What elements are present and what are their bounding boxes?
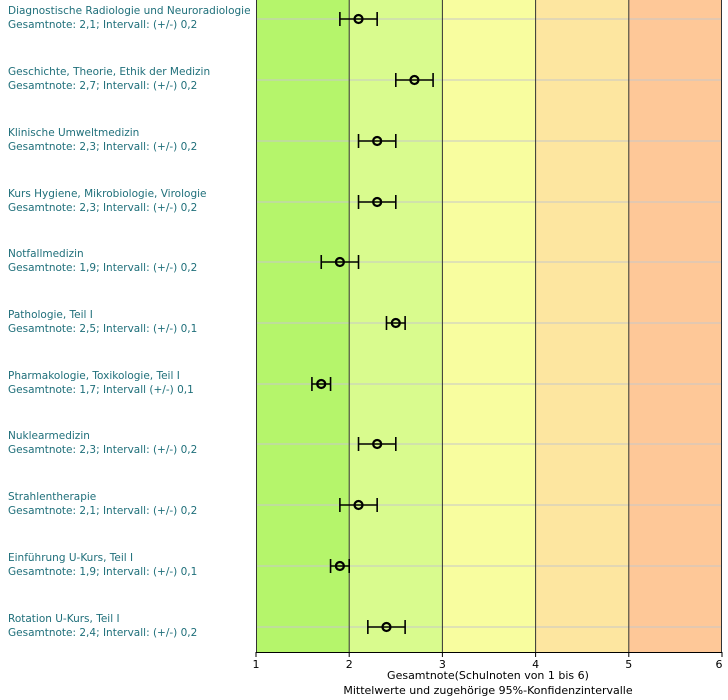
course-title: Kurs Hygiene, Mikrobiologie, Virologie — [8, 188, 207, 200]
mean-marker — [372, 438, 383, 450]
mean-marker — [390, 317, 401, 329]
mean-marker — [409, 74, 420, 86]
mean-marker — [353, 13, 364, 25]
errorbar-row-7 — [311, 377, 332, 391]
mean-marker — [381, 621, 392, 633]
course-label: Diagnostische Radiologie und Neuroradiol… — [8, 4, 251, 32]
course-label: Geschichte, Theorie, Ethik der Medizin Ge… — [8, 65, 210, 93]
errorbar-row-9 — [339, 498, 378, 512]
course-title: Strahlentherapie — [8, 491, 97, 503]
course-title: Pathologie, Teil I — [8, 309, 93, 321]
errorbar-row-8 — [357, 437, 397, 451]
course-label: Klinische Umweltmedizin Gesamtnote: 2,3; … — [8, 126, 197, 154]
grade-band-3 — [442, 0, 536, 652]
course-summary: Gesamtnote: 2,1; Intervall: (+/-) 0,2 — [8, 19, 198, 31]
errorbar-marks — [311, 12, 434, 634]
course-label: Nuklearmedizin Gesamtnote: 2,3; Intervall… — [8, 429, 197, 457]
errorbar-row-6 — [385, 316, 406, 330]
course-summary: Gesamtnote: 1,9; Intervall: (+/-) 0,1 — [8, 566, 198, 578]
x-tick-label: 3 — [439, 658, 446, 671]
course-title: Diagnostische Radiologie und Neuroradiol… — [8, 5, 251, 17]
mean-marker — [334, 560, 345, 572]
errorbar-row-4 — [357, 195, 397, 209]
grade-bands — [256, 0, 722, 652]
course-summary: Gesamtnote: 2,7; Intervall: (+/-) 0,2 — [8, 80, 198, 92]
course-summary: Gesamtnote: 2,5; Intervall: (+/-) 0,1 — [8, 323, 198, 335]
course-summary: Gesamtnote: 1,7; Intervall (+/-) 0,1 — [8, 384, 194, 396]
mean-marker — [316, 378, 327, 390]
x-tick-label: 6 — [716, 658, 723, 671]
x-tick-label: 2 — [346, 658, 353, 671]
course-summary: Gesamtnote: 2,3; Intervall: (+/-) 0,2 — [8, 202, 198, 214]
course-label: Notfallmedizin Gesamtnote: 1,9; Intervall… — [8, 247, 197, 275]
course-title: Klinische Umweltmedizin — [8, 127, 140, 139]
course-label: Kurs Hygiene, Mikrobiologie, Virologie Ge… — [8, 187, 206, 215]
errorbar-row-11 — [367, 620, 406, 634]
grade-band-1 — [256, 0, 350, 652]
mean-marker — [353, 499, 364, 511]
grade-band-4 — [535, 0, 629, 652]
course-summary: Gesamtnote: 2,3; Intervall: (+/-) 0,2 — [8, 444, 198, 456]
x-axis-label: Gesamtnote(Schulnoten von 1 bis 6) — [387, 669, 589, 682]
errorbar-row-10 — [329, 559, 351, 573]
course-summary: Gesamtnote: 2,3; Intervall: (+/-) 0,2 — [8, 141, 198, 153]
chart-subtitle: Mittelwerte und zugehörige 95%-Konfidenz… — [343, 684, 633, 697]
course-label: Pharmakologie, Toxikologie, Teil I Gesamt… — [8, 369, 194, 397]
course-title: Geschichte, Theorie, Ethik der Medizin — [8, 66, 211, 78]
x-axis: 1 2 3 4 5 6 — [253, 652, 723, 671]
course-label: Einführung U-Kurs, Teil I Gesamtnote: 1,9… — [8, 551, 197, 579]
row-gridlines — [256, 18, 722, 628]
mean-marker — [372, 196, 383, 208]
course-title: Nuklearmedizin — [8, 430, 90, 442]
mean-marker — [372, 135, 383, 147]
course-summary: Gesamtnote: 1,9; Intervall: (+/-) 0,2 — [8, 262, 198, 274]
errorbar-row-1 — [339, 12, 378, 26]
course-label: Strahlentherapie Gesamtnote: 2,1; Interva… — [8, 490, 197, 518]
course-title: Pharmakologie, Toxikologie, Teil I — [8, 370, 180, 382]
grade-dividers — [256, 0, 722, 652]
errorbar-row-5 — [320, 255, 360, 269]
errorbar-row-2 — [394, 73, 434, 87]
course-summary: Gesamtnote: 2,1; Intervall: (+/-) 0,2 — [8, 505, 198, 517]
mean-marker — [334, 256, 345, 268]
grade-band-5 — [628, 0, 722, 652]
x-tick-label: 4 — [532, 658, 539, 671]
course-title: Rotation U-Kurs, Teil I — [8, 613, 120, 625]
course-label-column: Diagnostische Radiologie und Neuroradiol… — [0, 0, 256, 700]
errorbar-row-3 — [357, 134, 397, 148]
x-tick-label: 1 — [253, 658, 260, 671]
course-title: Notfallmedizin — [8, 248, 84, 260]
x-tick-label: 5 — [625, 658, 632, 671]
course-title: Einführung U-Kurs, Teil I — [8, 552, 134, 564]
course-label: Pathologie, Teil I Gesamtnote: 2,5; Inter… — [8, 308, 197, 336]
course-summary: Gesamtnote: 2,4; Intervall: (+/-) 0,2 — [8, 627, 198, 639]
course-label: Rotation U-Kurs, Teil I Gesamtnote: 2,4; … — [8, 612, 197, 640]
